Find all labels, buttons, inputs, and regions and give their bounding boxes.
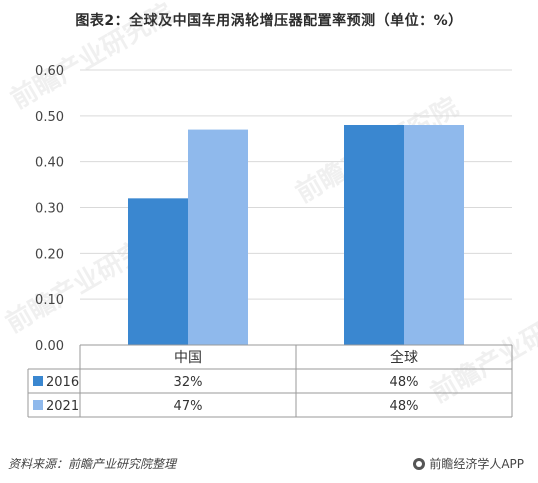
y-tick-label: 0.40 (35, 156, 64, 171)
data-label: 48% (390, 375, 419, 390)
x-category-label: 全球 (390, 349, 418, 366)
data-label: 32% (174, 375, 203, 390)
source-note: 资料来源：前瞻产业研究院整理 (8, 457, 177, 471)
y-tick-label: 0.10 (35, 293, 64, 308)
brand-credit: 前瞻经济学人APP (413, 455, 524, 472)
bar-2021-0 (188, 129, 248, 345)
legend-label-2021: 2021 (46, 399, 79, 414)
y-tick-label: 0.20 (35, 247, 64, 262)
y-tick-label: 0.60 (35, 64, 64, 79)
data-label: 48% (390, 399, 419, 414)
bar-2021-1 (404, 125, 464, 345)
brand-logo-icon (413, 457, 426, 470)
chart-title: 图表2：全球及中国车用涡轮增压器配置率预测（单位：%） (75, 13, 463, 29)
x-category-label: 中国 (174, 350, 202, 366)
brand-label: 前瞻经济学人APP (429, 457, 524, 471)
legend-swatch-2016 (33, 376, 43, 386)
bar-2016-0 (128, 198, 188, 345)
legend-label-2016: 2016 (46, 375, 79, 390)
y-tick-label: 0.30 (35, 202, 64, 217)
data-label: 47% (174, 399, 203, 414)
y-tick-label: 0.50 (35, 110, 64, 125)
y-tick-label: 0.00 (35, 339, 64, 354)
legend-swatch-2021 (33, 400, 43, 410)
bar-2016-1 (344, 125, 404, 345)
